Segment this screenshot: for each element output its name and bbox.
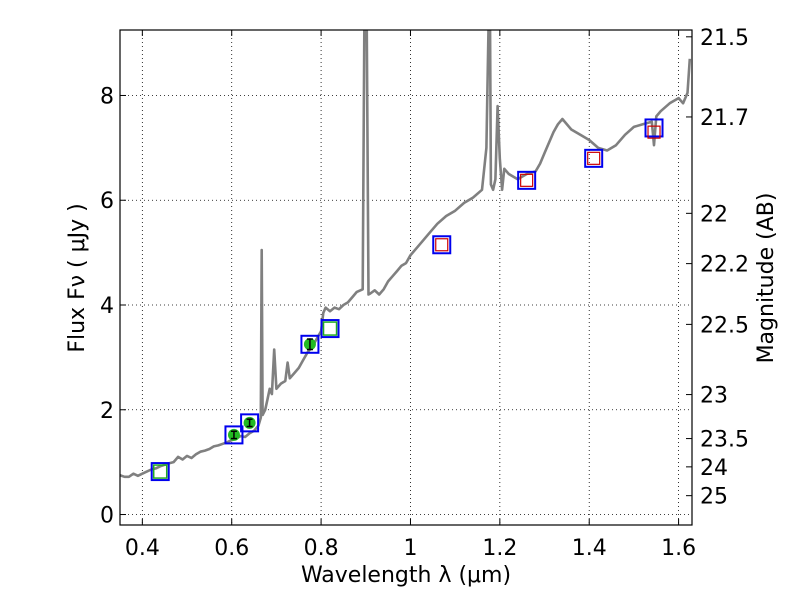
magnitude-tick-label: 21.5 xyxy=(700,26,749,51)
magnitude-tick-label: 24 xyxy=(700,456,728,481)
model-photometry-blue-marker xyxy=(300,334,320,354)
y-tick-label: 8 xyxy=(100,84,114,109)
ticks: 0.4 0.6 0.8 1 1.2 1.4 1.60246821.521.72222.222… xyxy=(100,26,749,561)
magnitude-tick-label: 21.7 xyxy=(700,106,749,131)
magnitude-tick-label: 22 xyxy=(700,202,728,227)
observed-red-marker xyxy=(435,238,449,252)
magnitude-tick-label: 23 xyxy=(700,384,728,409)
observed-red-marker xyxy=(647,125,661,139)
x-tick-label: 1.6 xyxy=(661,536,696,561)
y-axis-label: Flux Fν ( μJy ) xyxy=(65,203,90,352)
model-photometry-blue-marker xyxy=(517,170,537,190)
magnitude-tick-label: 25 xyxy=(700,485,728,510)
model-photometry-blue-marker xyxy=(224,425,244,445)
model-photometry-blue-marker xyxy=(150,462,170,482)
y-tick-label: 6 xyxy=(100,189,114,214)
y-tick-label: 0 xyxy=(100,504,114,529)
model-photometry-blue-marker xyxy=(320,319,340,339)
series-layer xyxy=(120,30,692,482)
x-tick-label: 1.2 xyxy=(482,536,517,561)
x-axis-label: Wavelength λ (μm) xyxy=(301,563,511,588)
x-tick-label: 0.4 xyxy=(125,536,160,561)
observed-red-marker xyxy=(587,151,601,165)
y-tick-label: 2 xyxy=(100,399,114,424)
model-photometry-blue-marker xyxy=(644,118,664,138)
y-tick-label: 4 xyxy=(100,294,114,319)
x-tick-label: 0.8 xyxy=(304,536,339,561)
magnitude-tick-label: 22.2 xyxy=(700,253,749,278)
magnitude-tick-label: 22.5 xyxy=(700,313,749,338)
plot-frame xyxy=(119,29,693,526)
observed-green-box-marker xyxy=(322,321,338,336)
x-tick-label: 1 xyxy=(403,536,417,561)
x-tick-label: 0.6 xyxy=(214,536,249,561)
model-photometry-blue-marker xyxy=(584,148,604,168)
x-tick-label: 1.4 xyxy=(572,536,607,561)
observed-red-marker xyxy=(520,173,534,187)
magnitude-tick-label: 23.5 xyxy=(700,428,749,453)
magnitude-axis-label: Magnitude (AB) xyxy=(754,193,779,364)
model-photometry-blue-marker xyxy=(240,413,260,433)
model-photometry-blue-marker xyxy=(432,235,452,255)
observed-green-box-marker xyxy=(152,464,168,479)
spectrum-line xyxy=(120,30,692,479)
